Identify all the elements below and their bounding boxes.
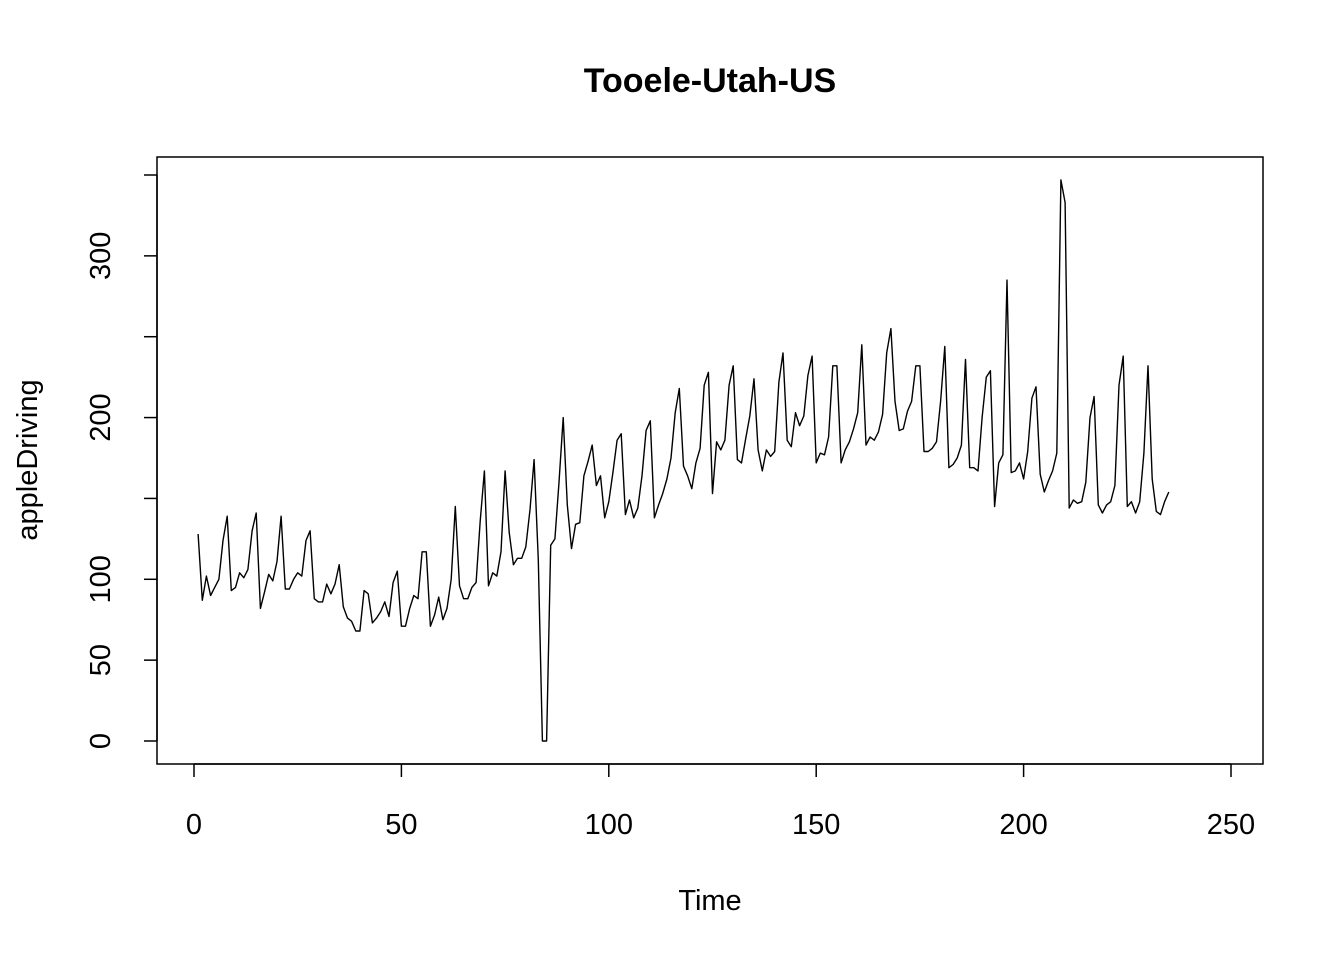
y-tick-label: 50 (85, 644, 117, 676)
x-tick-label: 50 (385, 809, 417, 841)
x-tick-label: 150 (792, 809, 840, 841)
y-tick-label: 100 (85, 555, 117, 603)
x-axis: 0 50 100 150 200 250 (186, 763, 1255, 841)
chart-title: Tooele-Utah-US (584, 62, 836, 100)
y-tick-label: 200 (85, 393, 117, 441)
y-axis: 0 50 100 200 300 (85, 174, 158, 749)
y-axis-label: appleDriving (12, 379, 44, 540)
x-tick-label: 200 (999, 809, 1047, 841)
y-tick-label: 300 (85, 232, 117, 280)
x-tick-label: 100 (585, 809, 633, 841)
x-tick-label: 0 (186, 809, 202, 841)
x-axis-label: Time (678, 885, 741, 917)
x-tick-label: 250 (1207, 809, 1255, 841)
y-tick-label: 0 (85, 733, 117, 749)
series-line (197, 179, 1170, 742)
